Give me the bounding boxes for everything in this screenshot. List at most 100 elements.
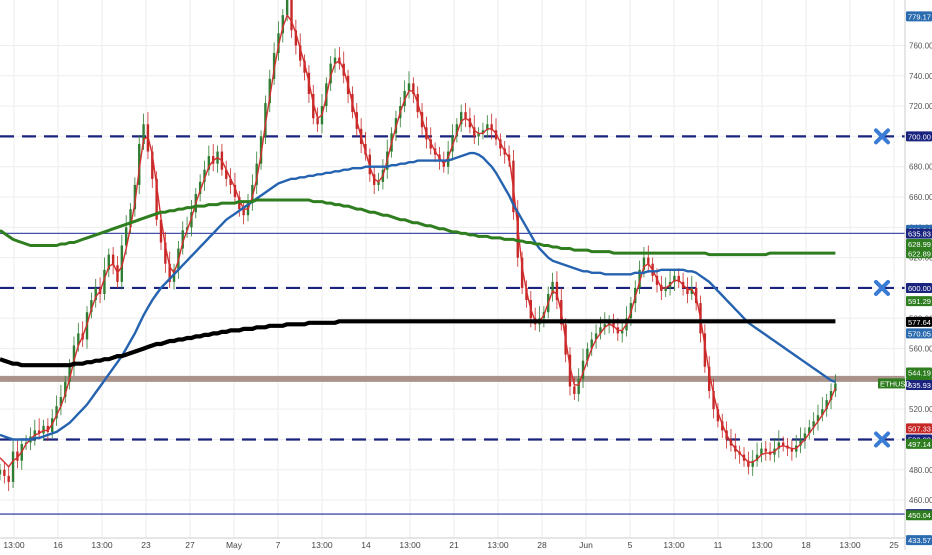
candle-body xyxy=(703,333,707,367)
candle-body xyxy=(477,133,480,137)
candle-body xyxy=(0,469,2,475)
ticker-badge xyxy=(878,378,905,389)
y-axis: 460.00480.00500.00520.00540.00560.00580.… xyxy=(878,0,932,550)
price-label-text: 635.83 xyxy=(908,230,931,239)
candle-body xyxy=(812,421,815,428)
candle-body xyxy=(377,181,380,185)
candle-body xyxy=(129,209,132,228)
y-tick-label: 520.00 xyxy=(909,405,932,414)
candle-body xyxy=(168,263,171,282)
x-tick-label: 13:00 xyxy=(3,540,25,550)
candle-body xyxy=(642,257,646,270)
moving-average-line xyxy=(0,151,836,441)
price-label-badge xyxy=(906,131,932,142)
x-tick-label: 7 xyxy=(276,540,281,550)
candle-body xyxy=(647,257,650,264)
candle-body xyxy=(94,287,97,301)
candle-body xyxy=(37,430,41,434)
x-tick-label: 13:00 xyxy=(399,540,421,550)
candle-body xyxy=(520,257,524,288)
candle-body xyxy=(303,60,306,73)
x-tick-label: 13:00 xyxy=(91,540,113,550)
price-label-badge xyxy=(906,380,932,391)
candle-body xyxy=(781,442,785,446)
price-label-badge xyxy=(906,328,932,339)
candle-body xyxy=(64,381,67,398)
candle-body xyxy=(599,327,602,334)
candle-body xyxy=(207,156,211,170)
candle-body xyxy=(77,333,80,346)
price-label-text: 535.93 xyxy=(908,381,931,390)
price-label-badge xyxy=(906,296,932,307)
candle-body xyxy=(142,124,145,144)
price-label-badge xyxy=(906,510,932,521)
candle-body xyxy=(133,184,137,210)
y-tick-label: 460.00 xyxy=(909,496,932,505)
candle-body xyxy=(551,281,554,295)
price-label-text: 570.05 xyxy=(908,329,931,338)
x-tick-label: 13:00 xyxy=(663,540,685,550)
x-tick-label: 11 xyxy=(714,540,723,550)
price-label-text: 779.17 xyxy=(908,12,931,21)
candle-body xyxy=(316,118,319,125)
candle-body xyxy=(124,227,128,246)
candle-body xyxy=(455,124,459,137)
x-tick-label: 13:00 xyxy=(311,540,333,550)
price-label-text: 450.04 xyxy=(908,511,931,520)
candle-body xyxy=(686,287,689,295)
candle-body xyxy=(464,112,467,119)
x-tick-label: 21 xyxy=(449,540,459,550)
candle-body xyxy=(446,151,450,167)
candle-body xyxy=(59,397,63,407)
price-label-badge xyxy=(906,11,932,22)
price-label-badge xyxy=(906,535,932,546)
price-label-badge xyxy=(906,228,932,239)
x-tick-label: 28 xyxy=(537,540,547,550)
candle-body xyxy=(312,93,315,119)
candle-body xyxy=(747,460,750,467)
candle-body xyxy=(285,0,289,16)
candle-body xyxy=(760,448,763,455)
candle-body xyxy=(3,469,6,476)
price-label-badge xyxy=(906,239,932,250)
candle-body xyxy=(103,269,106,295)
candle-body xyxy=(460,112,463,125)
candle-body xyxy=(555,281,559,301)
candle-body xyxy=(603,324,606,328)
candle-body xyxy=(486,124,489,131)
candle-body xyxy=(790,448,794,452)
candle-body xyxy=(694,287,698,304)
x-marker-icon xyxy=(874,279,890,296)
price-label-badge xyxy=(906,438,932,449)
candle-body xyxy=(821,409,824,416)
y-tick-label: 660.00 xyxy=(909,193,932,202)
candle-body xyxy=(111,254,115,266)
x-tick-label: 13:00 xyxy=(839,540,861,550)
candle-body xyxy=(33,430,37,437)
y-tick-label: 480.00 xyxy=(909,466,932,475)
candle-body xyxy=(255,163,258,185)
x-tick-label: 27 xyxy=(185,540,195,550)
candle-body xyxy=(677,275,680,282)
candle-body xyxy=(281,15,285,34)
candle-body xyxy=(225,169,228,179)
price-label-text: 600.00 xyxy=(908,284,931,293)
candle-body xyxy=(712,390,715,410)
candle-body xyxy=(590,339,593,349)
candle-body xyxy=(155,178,158,220)
candle-body xyxy=(581,360,585,379)
price-label-badge xyxy=(906,367,932,378)
y-tick-label: 760.00 xyxy=(909,41,932,50)
y-tick-label: 680.00 xyxy=(909,163,932,172)
price-label-text: 577.64 xyxy=(908,318,931,327)
candle-body xyxy=(251,184,254,204)
candle-body xyxy=(55,406,58,419)
price-label-badge xyxy=(906,316,932,327)
candle-body xyxy=(164,242,167,264)
candle-body xyxy=(329,63,332,84)
x-marker-icon xyxy=(874,431,890,448)
y-tick-label: 560.00 xyxy=(909,345,932,354)
candle-body xyxy=(708,366,711,391)
